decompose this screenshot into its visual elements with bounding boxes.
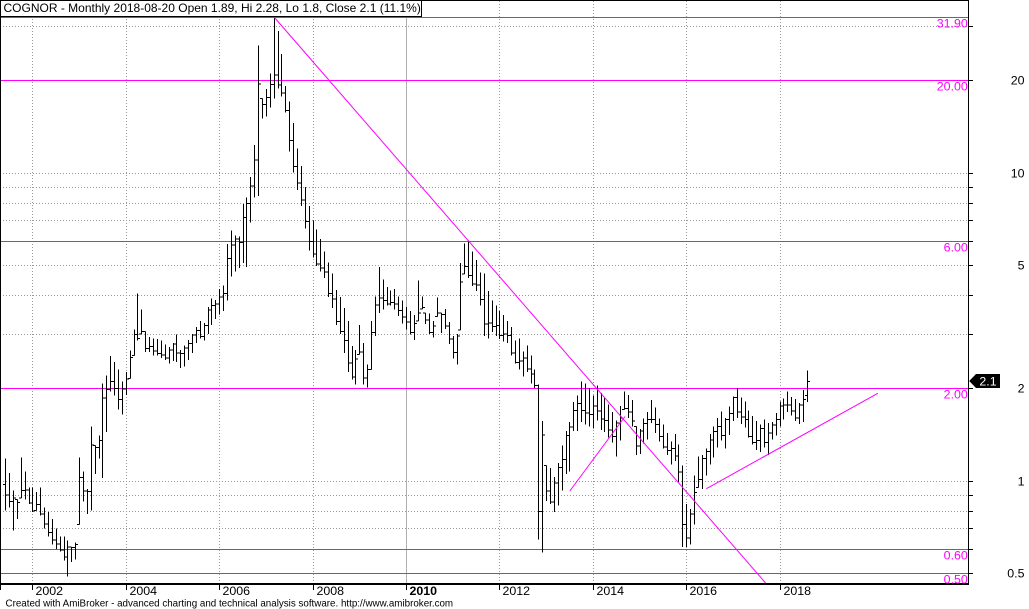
svg-text:0.60: 0.60 [944,549,968,563]
svg-text:2010: 2010 [410,584,438,598]
svg-text:2012: 2012 [503,584,531,598]
svg-text:2.1: 2.1 [979,374,996,388]
svg-text:2: 2 [1018,382,1025,396]
svg-text:0.5: 0.5 [1007,567,1024,581]
svg-text:6.00: 6.00 [944,241,968,255]
svg-text:Created with AmiBroker - advan: Created with AmiBroker - advanced charti… [6,598,454,609]
svg-text:2008: 2008 [317,584,345,598]
svg-text:20: 20 [1011,74,1025,88]
svg-text:5: 5 [1018,259,1025,273]
svg-text:COGNOR - Monthly 2018-08-20 Op: COGNOR - Monthly 2018-08-20 Open 1.89, H… [4,1,421,15]
svg-text:20.00: 20.00 [937,80,968,94]
svg-text:2018: 2018 [784,584,812,598]
svg-text:2004: 2004 [130,584,158,598]
svg-text:0.50: 0.50 [944,573,968,587]
svg-text:1: 1 [1018,475,1025,489]
svg-text:10: 10 [1011,167,1025,181]
svg-text:2006: 2006 [223,584,251,598]
svg-text:2002: 2002 [36,584,64,598]
svg-text:2.00: 2.00 [944,388,968,402]
svg-text:2014: 2014 [597,584,625,598]
svg-text:31.90: 31.90 [937,17,968,31]
svg-text:2016: 2016 [690,584,718,598]
